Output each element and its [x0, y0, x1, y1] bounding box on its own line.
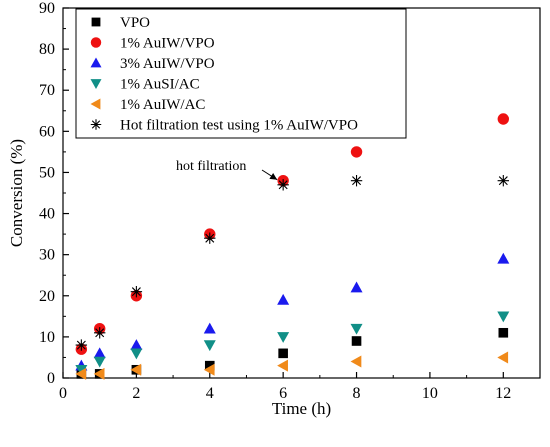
- data-point: [203, 340, 216, 352]
- data-point: [350, 174, 363, 187]
- data-point: [277, 293, 290, 305]
- data-point: [203, 322, 216, 334]
- y-tick-label: 70: [39, 82, 55, 99]
- data-point: [497, 351, 509, 364]
- data-point: [277, 332, 290, 343]
- data-point: [497, 252, 510, 264]
- legend-marker: [90, 79, 102, 89]
- data-point: [350, 146, 363, 158]
- x-tick-label: 2: [132, 385, 140, 402]
- y-tick-label: 90: [39, 0, 55, 17]
- series-5: [75, 174, 510, 351]
- legend-marker: [90, 57, 102, 68]
- series-1: [75, 113, 510, 355]
- legend-box: [75, 8, 407, 139]
- data-point: [130, 363, 142, 376]
- legend-label: 3% AuIW/VPO: [120, 56, 215, 72]
- y-tick-label: 20: [39, 288, 55, 305]
- data-point: [350, 323, 363, 335]
- y-tick-label: 40: [39, 206, 55, 223]
- data-point: [75, 364, 88, 376]
- data-point: [93, 327, 106, 339]
- legend-label: Hot filtration test using 1% AuIW/VPO: [120, 118, 358, 134]
- y-axis-label: Conversion (%): [7, 139, 26, 247]
- data-point: [278, 348, 288, 359]
- x-tick-label: 10: [422, 385, 438, 402]
- data-point: [93, 347, 106, 359]
- data-point: [497, 311, 510, 323]
- y-tick-label: 60: [39, 123, 55, 140]
- x-tick-label: 6: [279, 385, 287, 402]
- data-point: [350, 355, 362, 368]
- data-point: [498, 327, 509, 338]
- data-point: [497, 113, 510, 125]
- data-point: [497, 174, 510, 187]
- y-tick-label: 30: [39, 247, 55, 264]
- legend-label: 1% AuIW/VPO: [120, 36, 215, 52]
- data-point: [203, 363, 215, 376]
- x-tick-label: 8: [353, 385, 361, 402]
- series-2: [75, 252, 510, 371]
- y-tick-label: 0: [47, 370, 55, 387]
- data-point: [277, 179, 289, 191]
- legend: VPO 1% AuIW/VPO 3% AuIW/VPO 1% AuSI/AC 1% Au…: [75, 8, 407, 139]
- legend-marker: [91, 17, 101, 27]
- series-0: [76, 327, 509, 379]
- data-point: [75, 339, 88, 351]
- data-point: [130, 339, 143, 350]
- y-tick-label: 10: [39, 329, 55, 346]
- x-axis-label: Time (h): [272, 399, 331, 418]
- data-point: [130, 348, 143, 360]
- legend-marker: [90, 119, 102, 130]
- legend-label: 1% AuSI/AC: [120, 77, 200, 93]
- x-tick-label: 0: [59, 385, 67, 402]
- data-point: [93, 367, 105, 380]
- legend-marker: [90, 98, 101, 110]
- legend-marker: [90, 37, 102, 48]
- y-tick-label: 50: [39, 164, 55, 181]
- data-point: [351, 336, 362, 346]
- data-point: [93, 356, 106, 368]
- data-point: [130, 285, 143, 298]
- x-tick-label: 4: [206, 385, 214, 402]
- legend-label: 1% AuIW/AC: [120, 97, 205, 113]
- legend-label: VPO: [120, 15, 150, 31]
- annotation-label: hot filtration: [176, 159, 246, 174]
- y-tick-label: 80: [39, 41, 55, 58]
- data-point: [277, 359, 288, 372]
- data-point: [75, 367, 87, 380]
- series-4: [75, 351, 509, 380]
- annotation-arrow-head: [269, 172, 278, 180]
- data-point: [204, 232, 216, 244]
- data-point: [350, 281, 363, 293]
- x-tick-label: 12: [495, 385, 511, 402]
- series-3: [75, 311, 510, 376]
- data-point: [204, 360, 215, 371]
